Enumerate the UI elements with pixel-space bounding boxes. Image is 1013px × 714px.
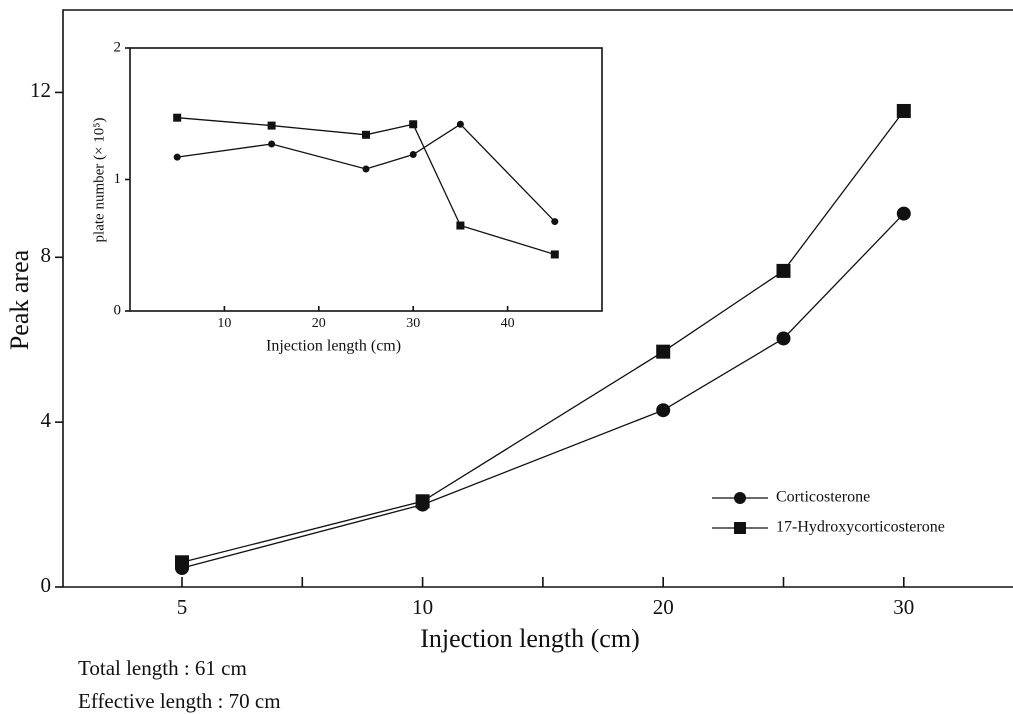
inset-x-tick-label: 30 [406, 316, 420, 331]
marker [268, 140, 276, 148]
x-tick-label: 10 [412, 595, 433, 619]
marker [776, 263, 791, 278]
series-line [181, 213, 905, 569]
inset-x-tick-label: 10 [217, 316, 231, 331]
legend-label: 17-Hydroxycorticosterone [776, 519, 945, 536]
inset-background [129, 47, 603, 312]
inset-y-tick-label: 2 [114, 39, 122, 55]
x-axis-label: Injection length (cm) [420, 624, 639, 653]
y-axis-label: Peak area [5, 249, 34, 350]
marker [415, 494, 430, 509]
marker [362, 130, 370, 139]
annotation: Effective length : 70 cm [78, 689, 281, 713]
y-tick-label: 12 [30, 78, 51, 102]
inset-series-line [177, 123, 556, 223]
legend-label: Corticosterone [776, 489, 870, 506]
x-tick-label: 30 [893, 595, 914, 619]
marker [175, 555, 189, 570]
legend-marker [734, 522, 746, 534]
legend-marker [734, 492, 746, 504]
inset-series-line [177, 117, 555, 256]
marker [409, 120, 418, 129]
inset-x-tick-label: 20 [312, 316, 326, 331]
marker [656, 403, 671, 418]
marker [456, 120, 464, 128]
marker [267, 121, 276, 130]
axes [62, 9, 1013, 588]
inset-x-tick-label: 40 [501, 316, 515, 331]
marker [550, 250, 559, 259]
x-tick-label: 20 [653, 595, 674, 619]
marker [656, 344, 671, 359]
y-tick-label: 0 [41, 573, 52, 597]
inset-y-tick-label: 0 [114, 302, 122, 318]
marker [896, 206, 911, 221]
marker [456, 221, 465, 230]
marker [173, 153, 181, 161]
marker [173, 113, 182, 122]
annotation: Total length : 61 cm [78, 656, 247, 680]
inset-y-axis-label: plate number (× 10⁵) [91, 118, 107, 243]
inset-y-tick-label: 1 [114, 171, 122, 187]
marker [896, 103, 911, 118]
y-tick-label: 8 [41, 243, 52, 267]
marker [409, 151, 417, 159]
marker [551, 218, 559, 226]
y-tick-label: 4 [41, 408, 52, 432]
marker [362, 165, 370, 173]
x-tick-label: 5 [177, 595, 188, 619]
marker [776, 331, 791, 346]
inset-x-axis-label: Injection length (cm) [266, 338, 401, 355]
